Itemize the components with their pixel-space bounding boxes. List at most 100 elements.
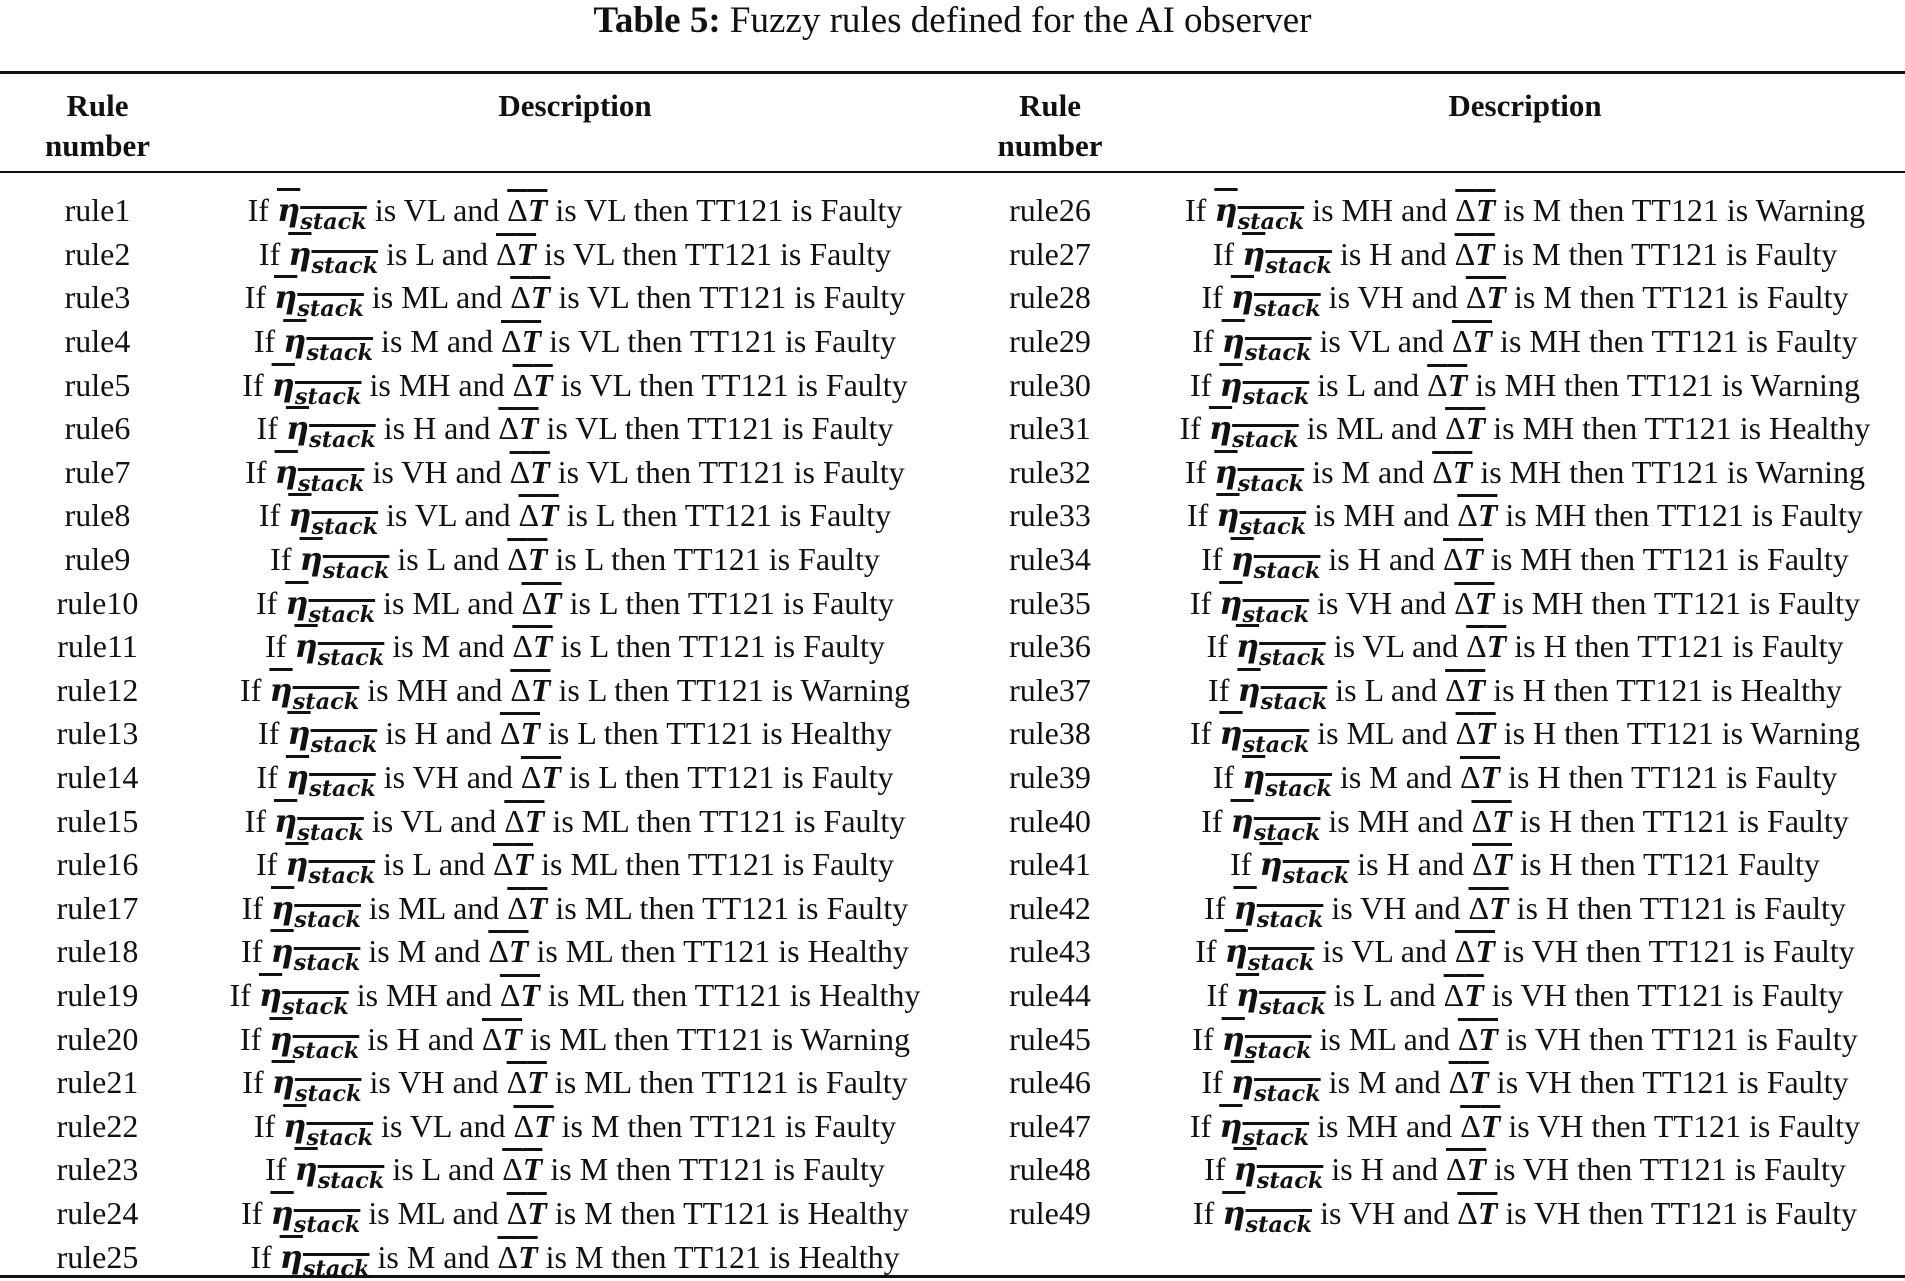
rule-description: If ηstack is ML and ΔT is VL then TT121 …: [244, 278, 906, 323]
eta-glyph: η: [285, 583, 309, 622]
delta-t-symbol: ΔT: [507, 541, 547, 577]
rule-outcome: then TT121 is Faulty: [636, 453, 905, 490]
rule-description: If ηstack is MH and ΔT is MH then TT121 …: [1186, 496, 1864, 541]
delta-glyph: Δ: [493, 846, 514, 883]
table-row: rule16 If ηstack is L and ΔT is ML then T…: [0, 843, 1905, 887]
t-glyph: T: [533, 366, 553, 403]
eta-level: H: [1386, 846, 1410, 883]
rule-description: If ηstack is H and ΔT is H then TT121 Fa…: [1230, 845, 1820, 890]
eta-subscript: stack: [306, 1124, 374, 1151]
t-glyph: T: [527, 192, 548, 229]
delta-t-symbol: ΔT: [1471, 803, 1511, 839]
delta-glyph: Δ: [1443, 541, 1464, 578]
delta-t-level: ML: [581, 802, 629, 839]
t-glyph: T: [513, 846, 534, 883]
rule-number: rule25: [56, 1238, 139, 1275]
t-glyph: T: [516, 235, 537, 272]
delta-t-level: ML: [584, 889, 632, 926]
table-row: rule3 If ηstack is ML and ΔT is VL then T…: [0, 276, 1905, 320]
rule-outcome: then TT121 is Warning: [1569, 453, 1865, 490]
rule-description: If ηstack is ML and ΔT is M then TT121 i…: [241, 1193, 909, 1238]
eta-glyph: η: [288, 496, 312, 535]
eta-level: ML: [1336, 410, 1383, 447]
t-glyph: T: [520, 715, 540, 752]
delta-t-level: VL: [577, 323, 620, 360]
delta-t-symbol: ΔT: [507, 1064, 547, 1100]
rule-description: If ηstack is ML and ΔT is MH then TT121 …: [1179, 409, 1871, 454]
delta-t-level: VL: [584, 192, 626, 229]
rule-description: If ηstack is L and ΔT is MH then TT121 i…: [1190, 365, 1860, 410]
eta-level: L: [426, 541, 446, 578]
delta-t-symbol: ΔT: [1456, 715, 1496, 751]
eta-subscript: stack: [1232, 427, 1299, 454]
delta-t-level: ML: [565, 933, 613, 970]
table-row: rule11 If ηstack is M and ΔT is L then TT…: [0, 625, 1905, 669]
rule-description: If ηstack is VH and ΔT is VL then TT121 …: [245, 452, 905, 497]
delta-t-symbol: ΔT: [510, 279, 550, 315]
t-glyph: T: [527, 1194, 547, 1231]
rule-description: If ηstack is L and ΔT is ML then TT121 i…: [255, 845, 895, 890]
rule-outcome: then TT121 Faulty: [1580, 846, 1820, 883]
t-glyph: T: [1477, 497, 1498, 534]
rule-number: rule12: [56, 671, 139, 708]
rule-description: If ηstack is M and ΔT is MH then TT121 i…: [1185, 452, 1865, 497]
eta-subscript: stack: [297, 819, 364, 846]
delta-t-symbol: ΔT: [1457, 1195, 1497, 1231]
delta-glyph: Δ: [1443, 976, 1465, 1013]
delta-glyph: Δ: [518, 497, 540, 534]
eta-level: MH: [1357, 802, 1410, 839]
rule-outcome: then TT121 is Faulty: [1588, 323, 1858, 360]
rule-number: rule8: [64, 497, 131, 534]
rule-number: rule9: [64, 541, 131, 578]
eta-subscript: stack: [1242, 601, 1310, 628]
eta-stack-symbol: ηstack: [1209, 409, 1299, 451]
eta-stack-symbol: ηstack: [1219, 584, 1309, 626]
delta-t-symbol: ΔT: [513, 1108, 553, 1144]
eta-glyph: η: [1230, 540, 1254, 579]
eta-stack-symbol: ηstack: [270, 932, 360, 974]
delta-glyph: Δ: [507, 192, 528, 229]
t-glyph: T: [1480, 759, 1501, 796]
delta-t-level: H: [1533, 715, 1557, 752]
eta-stack-symbol: ηstack: [1214, 453, 1304, 495]
eta-subscript: stack: [309, 775, 376, 802]
rule-number: rule22: [56, 1107, 139, 1144]
eta-stack-symbol: ηstack: [275, 453, 365, 495]
rule-number: rule29: [1009, 323, 1091, 360]
rule-description: If ηstack is M and ΔT is M then TT121 is…: [250, 1237, 900, 1281]
rule-description: If ηstack is L and ΔT is H then TT121 is…: [1208, 670, 1842, 715]
rule-description: If ηstack is VL and ΔT is VH then TT121 …: [1195, 932, 1855, 977]
rule-description: If ηstack is L and ΔT is VH then TT121 i…: [1206, 975, 1844, 1020]
rule-number: rule19: [56, 976, 139, 1013]
eta-glyph: η: [1233, 1150, 1257, 1189]
rule-outcome: then TT121 is Faulty: [1588, 1194, 1858, 1231]
rule-outcome: then TT121 is Warning: [1564, 366, 1860, 403]
rule-description: If ηstack is VL and ΔT is VL then TT121 …: [247, 191, 903, 236]
eta-subscript: stack: [297, 470, 365, 497]
rule-number: rule1: [64, 192, 131, 229]
eta-glyph: η: [276, 191, 301, 230]
eta-glyph: η: [270, 1193, 294, 1232]
delta-t-level: VL: [572, 235, 615, 272]
delta-glyph: Δ: [510, 671, 531, 708]
eta-subscript: stack: [1282, 863, 1350, 890]
delta-glyph: Δ: [507, 541, 528, 578]
eta-subscript: stack: [1254, 296, 1321, 323]
eta-glyph: η: [1235, 627, 1260, 666]
rule-number: rule24: [56, 1194, 139, 1231]
eta-stack-symbol: ηstack: [1225, 932, 1315, 974]
delta-t-level: VH: [1525, 1064, 1572, 1101]
delta-glyph: Δ: [1445, 410, 1466, 447]
eta-glyph: η: [299, 540, 323, 579]
eta-glyph: η: [279, 1237, 303, 1276]
eta-glyph: η: [1230, 801, 1254, 840]
table-row: rule7 If ηstack is VH and ΔT is VL then T…: [0, 451, 1905, 495]
rule-description: If ηstack is MH and ΔT is ML then TT121 …: [229, 975, 921, 1020]
delta-glyph: Δ: [496, 235, 517, 272]
rule-number: rule42: [1009, 889, 1091, 926]
eta-stack-symbol: ηstack: [286, 758, 376, 800]
eta-glyph: η: [269, 1019, 293, 1058]
eta-subscript: stack: [1265, 252, 1332, 279]
t-glyph: T: [1466, 1151, 1487, 1188]
